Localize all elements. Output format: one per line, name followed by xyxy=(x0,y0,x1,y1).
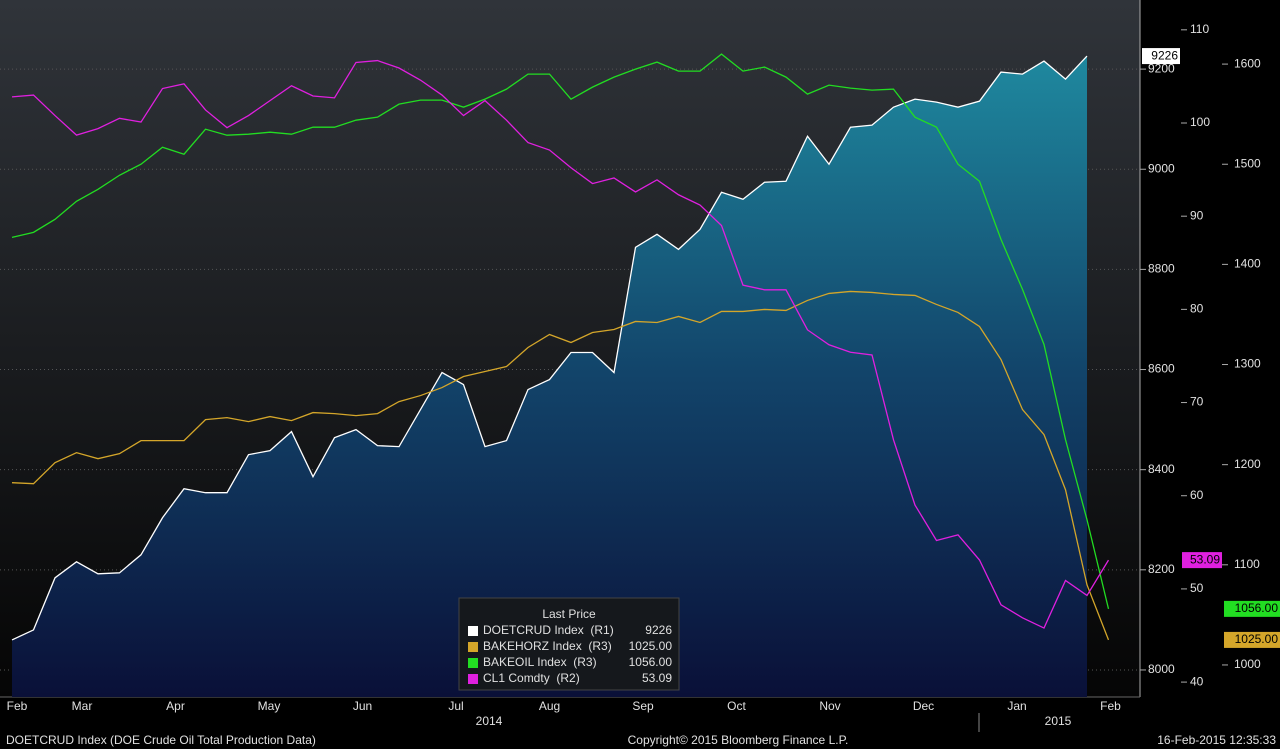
footer-left: DOETCRUD Index (DOE Crude Oil Total Prod… xyxy=(6,733,316,747)
last-value-label: 1056.00 xyxy=(1235,601,1279,615)
y-tick-label: 8000 xyxy=(1148,662,1175,676)
x-tick-label: Dec xyxy=(913,699,934,713)
y2-tick-label: 60 xyxy=(1190,488,1204,502)
footer-center: Copyright© 2015 Bloomberg Finance L.P. xyxy=(628,733,849,747)
y2-tick-label: 40 xyxy=(1190,674,1204,688)
y2-tick-label: 100 xyxy=(1190,115,1210,129)
x-tick-label: Feb xyxy=(7,699,28,713)
y-tick-label: 8200 xyxy=(1148,562,1175,576)
area xyxy=(12,56,1087,698)
y-tick-label: 8800 xyxy=(1148,262,1175,276)
y2-tick-label: 50 xyxy=(1190,581,1204,595)
legend-name: BAKEHORZ Index (R3) xyxy=(483,639,612,653)
legend-swatch xyxy=(468,658,478,668)
legend-swatch xyxy=(468,642,478,652)
y-tick-label: 8400 xyxy=(1148,462,1175,476)
legend-swatch xyxy=(468,626,478,636)
line xyxy=(11,53,1110,610)
legend-box xyxy=(458,597,680,691)
legend-name: CL1 Comdty (R2) xyxy=(483,671,580,685)
x-tick-label: Nov xyxy=(819,699,840,713)
y2-tick-label: 110 xyxy=(1190,22,1209,36)
y-tick-label: 8600 xyxy=(1148,362,1175,376)
x-tick-label: Apr xyxy=(166,699,185,713)
legend-value: 53.09 xyxy=(642,671,672,685)
x-tick-label: Feb xyxy=(1100,699,1121,713)
y3-tick-label: 1400 xyxy=(1234,257,1261,271)
legend-value: 1056.00 xyxy=(629,655,673,669)
last-value-label: 9226 xyxy=(1151,48,1178,62)
last-value-label: 53.09 xyxy=(1190,552,1220,566)
last-value-tag xyxy=(1142,48,1180,65)
y2-tick-label: 90 xyxy=(1190,208,1204,222)
x-tick-label: Jun xyxy=(353,699,372,713)
y3-tick-label: 1600 xyxy=(1234,56,1261,70)
legend-name: BAKEOIL Index (R3) xyxy=(483,655,597,669)
y3-tick-label: 1100 xyxy=(1234,557,1260,571)
last-value-tag xyxy=(1224,600,1280,617)
y3-tick-label: 1000 xyxy=(1234,657,1261,671)
x-tick-label: Oct xyxy=(727,699,746,713)
y-tick-label: 9200 xyxy=(1148,61,1175,75)
y-tick-label: 9000 xyxy=(1148,161,1175,175)
y2-tick-label: 70 xyxy=(1190,395,1204,409)
y3-tick-label: 1500 xyxy=(1234,156,1261,170)
x-tick-label: Jan xyxy=(1007,699,1026,713)
x-tick-label: Aug xyxy=(539,699,560,713)
legend-value: 9226 xyxy=(645,623,672,637)
legend-name: DOETCRUD Index (R1) xyxy=(483,623,614,637)
last-value-label: 1025.00 xyxy=(1235,632,1279,646)
x-tick-label: Sep xyxy=(632,699,654,713)
line xyxy=(11,55,1088,641)
footer-right: 16-Feb-2015 12:35:33 xyxy=(1157,733,1276,747)
y2-tick-label: 80 xyxy=(1190,302,1204,316)
x-tick-label: Jul xyxy=(448,699,463,713)
line xyxy=(11,59,1110,629)
last-value-tag xyxy=(1182,552,1222,569)
last-value-tag xyxy=(1224,631,1280,648)
x-tick-label: Mar xyxy=(72,699,93,713)
year-label: 2015 xyxy=(1045,714,1072,728)
line xyxy=(11,290,1110,641)
year-label: 2014 xyxy=(476,714,503,728)
legend-swatch xyxy=(468,674,478,684)
y3-tick-label: 1200 xyxy=(1234,457,1261,471)
legend-value: 1025.00 xyxy=(629,639,673,653)
legend: Last Price DOETCRUD Index (R1) 9226 BAKEHOR… xyxy=(458,597,680,691)
y3-tick-label: 1300 xyxy=(1234,357,1261,371)
legend-title: Last Price xyxy=(542,607,596,621)
x-tick-label: May xyxy=(258,699,281,713)
